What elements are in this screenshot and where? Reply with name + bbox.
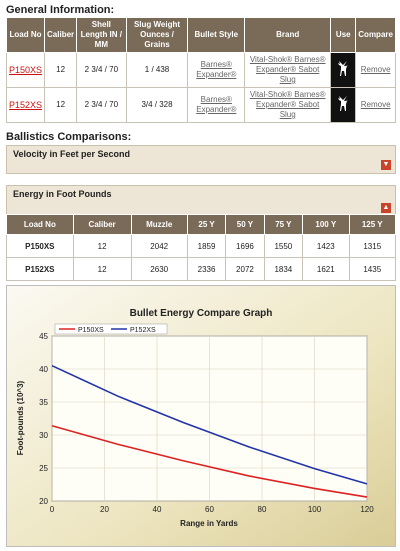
energy-50y-cell: 2072 (225, 257, 265, 281)
col-slug-weight: Slug Weight Ounces / Grains (125, 17, 189, 53)
use-cell (330, 52, 357, 88)
caliber-cell: 12 (72, 257, 132, 281)
legend: P150XS P152XS (54, 323, 168, 335)
deer-icon (338, 60, 349, 76)
brand-link[interactable]: Vital-Shok® Barnes® Expander® Sabot Slug (249, 90, 326, 119)
velocity-panel[interactable]: Velocity in Feet per Second ▼ (6, 145, 396, 174)
energy-header-row: Load No Caliber Muzzle 25 Y 50 Y 75 Y 10… (6, 214, 396, 235)
x-tick-label: 20 (100, 505, 109, 514)
muzzle-cell: 2042 (130, 234, 188, 258)
energy-panel-title: Energy in Foot Pounds (13, 189, 112, 199)
load-link[interactable]: P150XS (9, 64, 43, 75)
collapse-icon[interactable]: ▲ (381, 203, 391, 213)
energy-100y-cell: 1423 (302, 234, 350, 258)
col-caliber: Caliber (44, 17, 78, 53)
col-caliber: Caliber (72, 214, 132, 235)
table-row: P152XS 12 2 3/4 / 70 3/4 / 328 Barnes® E… (5, 87, 396, 123)
energy-125y-cell: 1435 (348, 257, 396, 281)
col-brand: Brand (244, 17, 332, 53)
table-row: P150XS 12 2042 1859 1696 1550 1423 1315 (6, 234, 396, 258)
y-tick-label: 40 (39, 365, 48, 374)
caliber-cell: 12 (44, 87, 78, 123)
col-shell-length: Shell Length IN / MM (76, 17, 127, 53)
energy-100y-cell: 1621 (302, 257, 350, 281)
bullet-style-link[interactable]: Barnes® Expander® (196, 60, 237, 79)
col-bullet-style: Bullet Style (187, 17, 246, 53)
caliber-cell: 12 (44, 52, 78, 88)
general-info-table: Load No Caliber Shell Length IN / MM Slu… (5, 17, 396, 123)
y-tick-label: 30 (39, 431, 48, 440)
x-tick-label: 120 (360, 505, 374, 514)
col-muzzle: Muzzle (130, 214, 188, 235)
caliber-cell: 12 (72, 234, 132, 258)
energy-chart: Bullet Energy Compare Graph 20 25 30 35 40 45… (6, 285, 396, 547)
x-axis-label: Range in Yards (180, 519, 238, 528)
brand-link[interactable]: Vital-Shok® Barnes® Expander® Sabot Slug (249, 55, 326, 84)
table-row: P150XS 12 2 3/4 / 70 1 / 438 Barnes® Exp… (5, 52, 396, 88)
y-axis-label: Foot-pounds (10^3) (16, 380, 25, 455)
table-row: P152XS 12 2630 2336 2072 1834 1621 1435 (6, 257, 396, 281)
load-cell: P150XS (6, 234, 74, 258)
ballistics-title: Ballistics Comparisons: (6, 131, 132, 143)
y-tick-label: 20 (39, 497, 48, 506)
y-tick-label: 35 (39, 398, 48, 407)
legend-label-p150xs: P150XS (78, 327, 104, 334)
col-50y: 50 Y (225, 214, 265, 235)
muzzle-cell: 2630 (130, 257, 188, 281)
col-75y: 75 Y (263, 214, 304, 235)
energy-50y-cell: 1696 (225, 234, 265, 258)
col-125y: 125 Y (348, 214, 396, 235)
deer-icon (338, 95, 349, 111)
col-100y: 100 Y (302, 214, 350, 235)
weight-cell: 3/4 / 328 (125, 87, 189, 123)
expand-icon[interactable]: ▼ (381, 160, 391, 170)
series-line-p150xs (51, 424, 368, 498)
legend-label-p152xs: P152XS (130, 327, 156, 334)
general-header-row: Load No Caliber Shell Length IN / MM Slu… (5, 17, 396, 53)
y-tick-label: 45 (39, 332, 48, 341)
energy-table: Load No Caliber Muzzle 25 Y 50 Y 75 Y 10… (6, 214, 396, 281)
col-use: Use (330, 17, 357, 53)
x-tick-label: 0 (50, 505, 55, 514)
x-tick-label: 80 (258, 505, 267, 514)
chart-title: Bullet Energy Compare Graph (130, 308, 273, 319)
x-tick-label: 60 (205, 505, 214, 514)
weight-cell: 1 / 438 (125, 52, 189, 88)
energy-75y-cell: 1834 (263, 257, 304, 281)
length-cell: 2 3/4 / 70 (76, 87, 127, 123)
col-compare: Compare (355, 17, 396, 53)
load-link[interactable]: P152XS (9, 99, 43, 110)
energy-25y-cell: 1859 (186, 234, 227, 258)
col-load-no: Load No (6, 214, 74, 235)
general-info-title: General Information: (6, 4, 115, 16)
y-tick-label: 25 (39, 464, 48, 473)
length-cell: 2 3/4 / 70 (76, 52, 127, 88)
use-cell (330, 87, 357, 123)
bullet-style-link[interactable]: Barnes® Expander® (196, 95, 237, 114)
energy-75y-cell: 1550 (263, 234, 304, 258)
load-cell: P152XS (6, 257, 74, 281)
velocity-panel-title: Velocity in Feet per Second (13, 149, 131, 159)
energy-panel[interactable]: Energy in Foot Pounds ▲ (6, 185, 396, 217)
series-line-p152xs (51, 364, 368, 485)
col-25y: 25 Y (186, 214, 227, 235)
remove-link[interactable]: Remove (360, 100, 391, 109)
x-tick-label: 40 (153, 505, 162, 514)
col-load-no: Load No (5, 17, 46, 53)
remove-link[interactable]: Remove (360, 65, 391, 74)
energy-125y-cell: 1315 (348, 234, 396, 258)
energy-25y-cell: 2336 (186, 257, 227, 281)
energy-chart-svg: Bullet Energy Compare Graph 20 25 30 35 40 45… (7, 286, 395, 546)
x-tick-label: 100 (308, 505, 322, 514)
